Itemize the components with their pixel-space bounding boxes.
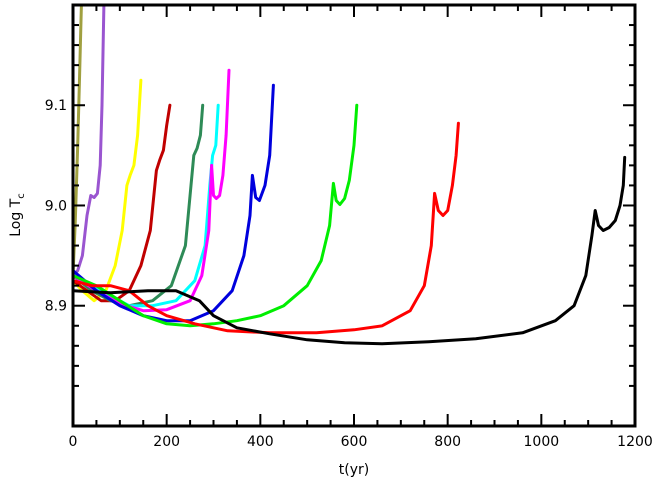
series-line-9 xyxy=(73,103,359,328)
series-line-11 xyxy=(73,155,627,346)
series-line-3 xyxy=(73,78,143,303)
x-tick-label: 600 xyxy=(341,434,368,450)
x-tick-label: 1200 xyxy=(617,434,653,450)
y-tick-label: 9.0 xyxy=(45,198,67,214)
y-tick-label: 9.1 xyxy=(45,98,67,114)
series-line-8 xyxy=(73,83,275,323)
y-axis-label-main: Log T xyxy=(8,198,24,236)
series-line-4 xyxy=(73,103,172,303)
x-tick-label: 1000 xyxy=(524,434,560,450)
x-tick-label: 800 xyxy=(434,434,461,450)
x-tick-label: 200 xyxy=(153,434,180,450)
series-line-2 xyxy=(73,5,106,278)
plot-series-layer xyxy=(73,5,627,346)
y-axis-label-sub: c xyxy=(16,193,27,199)
y-tick-label: 8.9 xyxy=(45,299,67,315)
series-line-10 xyxy=(73,121,460,335)
x-tick-label: 0 xyxy=(69,434,78,450)
series-line-6 xyxy=(73,103,220,308)
x-tick-label: 400 xyxy=(247,434,274,450)
x-axis-label: t(yr) xyxy=(339,462,369,478)
y-axis-label: Log Tc xyxy=(8,193,27,237)
plot-frame xyxy=(71,3,637,428)
ticks-layer: 0 200 400 600 800 1000 1200 8.9 9.0 9.1 xyxy=(45,5,653,450)
